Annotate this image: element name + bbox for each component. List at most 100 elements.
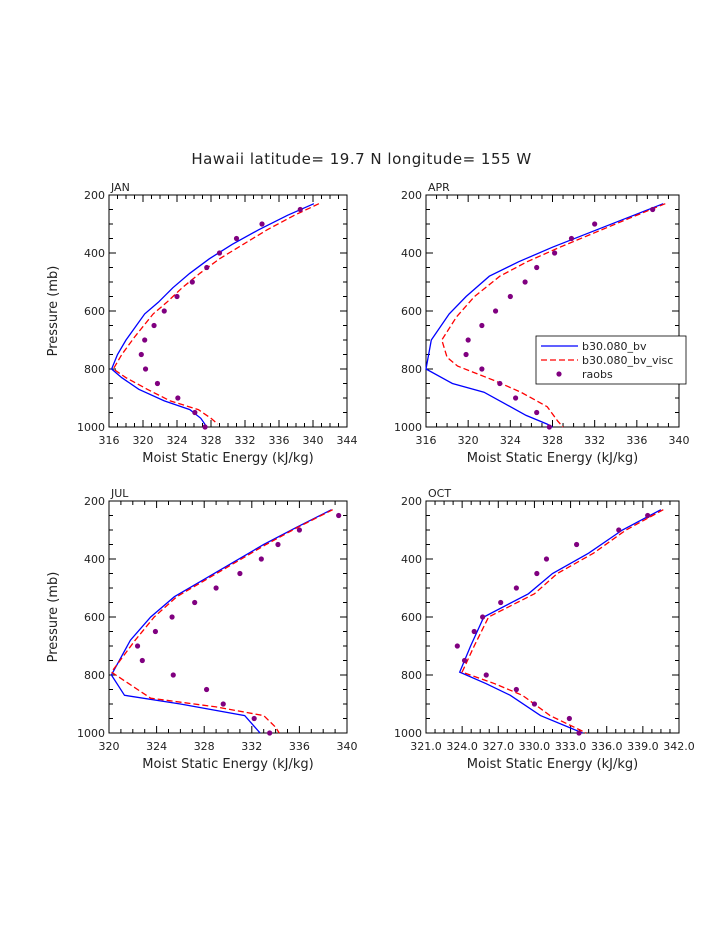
x-tick-label: 340 — [303, 434, 324, 447]
raobs-point — [507, 293, 513, 300]
raobs-point — [152, 628, 159, 635]
x-tick-label: 340 — [337, 740, 358, 753]
raobs-point — [237, 570, 243, 577]
panel-label: JUL — [110, 487, 129, 500]
panel-jan: 316 320 324 328 332 336 340 344 200 400 600 800 1000… — [46, 181, 358, 466]
y-tick-label: 600 — [401, 305, 422, 318]
y-tick-label: 600 — [84, 611, 105, 624]
raobs-point — [616, 527, 622, 533]
y-tick-label: 1000 — [77, 421, 105, 434]
x-tick-label: 336 — [289, 740, 310, 753]
x-tick-label: 320 — [133, 434, 154, 447]
y-tick-label: 200 — [401, 495, 422, 508]
raobs-point — [534, 570, 540, 577]
x-tick-label: 344 — [337, 434, 358, 447]
y-tick-label: 800 — [84, 669, 105, 682]
y-tick-label: 1000 — [394, 727, 422, 740]
x-tick-label: 324 — [146, 740, 167, 753]
plot-frame — [425, 194, 680, 428]
raobs-point — [275, 541, 281, 548]
raobs-point — [592, 221, 598, 227]
y-axis-label: Pressure (mb) — [46, 266, 61, 357]
series-line-b30-080-bv-visc — [441, 203, 666, 428]
raobs-point — [204, 264, 210, 271]
y-tick-label: 600 — [84, 305, 105, 318]
x-tick-label: 327.0 — [483, 740, 515, 753]
x-tick-label: 336 — [626, 434, 647, 447]
raobs-point — [213, 585, 219, 591]
raobs-point — [573, 541, 580, 548]
y-tick-label: 800 — [401, 669, 422, 682]
x-tick-label: 316 — [99, 434, 120, 447]
raobs-point — [251, 715, 257, 722]
x-tick-label: 340 — [669, 434, 690, 447]
x-tick-label: 328 — [201, 434, 222, 447]
raobs-point — [454, 643, 460, 649]
raobs-point — [258, 556, 264, 562]
series-line-b30-080-bv-visc — [112, 203, 320, 425]
x-tick-label: 336.0 — [591, 740, 623, 753]
raobs-point — [134, 643, 141, 649]
x-tick-label: 339.0 — [627, 740, 659, 753]
raobs-point — [142, 337, 148, 343]
raobs-point — [189, 279, 195, 285]
x-axis-label: Moist Static Energy (kJ/kg) — [142, 451, 313, 466]
panel-oct: 321.0 324.0 327.0 330.0 333.0 336.0 339.0 342.0… — [394, 487, 695, 772]
series-line-b30-080-bv — [425, 203, 664, 428]
raobs-point — [492, 308, 499, 314]
raobs-point — [174, 293, 180, 300]
panel-apr: 316 320 324 328 332 336 340 200 400 600 800 1000 APR… — [394, 181, 690, 466]
y-tick-label: 1000 — [77, 727, 105, 740]
x-tick-label: 333.0 — [555, 740, 587, 753]
x-tick-label: 316 — [416, 434, 437, 447]
raobs-point — [202, 424, 208, 430]
raobs-point — [513, 686, 519, 693]
raobs-point — [552, 250, 558, 256]
x-tick-label: 321.0 — [410, 740, 442, 753]
raobs-point — [139, 657, 145, 664]
raobs-point — [576, 730, 582, 736]
y-tick-label: 1000 — [394, 421, 422, 434]
x-tick-label: 332 — [584, 434, 605, 447]
raobs-point — [497, 380, 503, 387]
raobs-point — [645, 512, 651, 519]
raobs-point — [220, 701, 226, 707]
raobs-point — [175, 395, 181, 401]
raobs-point — [568, 235, 575, 242]
x-tick-label: 332 — [241, 740, 262, 753]
raobs-point — [479, 322, 485, 329]
legend-label: b30.080_bv_visc — [582, 354, 673, 367]
raobs-point — [522, 279, 528, 285]
raobs-point — [161, 308, 167, 314]
y-tick-label: 400 — [401, 553, 422, 566]
y-axis-label: Pressure (mb) — [46, 572, 61, 663]
series-line-b30-080-bv — [110, 509, 332, 734]
x-tick-label: 320 — [458, 434, 479, 447]
x-tick-label: 328 — [542, 434, 563, 447]
series-line-b30-080-bv-visc — [110, 509, 333, 734]
raobs-point — [142, 366, 149, 372]
raobs-point — [259, 221, 265, 227]
figure-title: Hawaii latitude= 19.7 N longitude= 155 W — [191, 150, 532, 168]
panel-jul: 320 324 328 332 336 340 200 400 600 800 1000 JUL Moi… — [46, 487, 358, 772]
raobs-point — [216, 250, 223, 256]
raobs-point — [296, 527, 302, 533]
series-line-b30-080-bv-visc — [461, 509, 664, 734]
raobs-point — [463, 351, 469, 358]
raobs-point — [192, 409, 198, 416]
raobs-point — [483, 672, 489, 678]
panel-label: APR — [428, 181, 450, 194]
panel-label: OCT — [428, 487, 451, 500]
raobs-point — [513, 585, 519, 591]
raobs-point — [534, 264, 540, 271]
x-tick-label: 324.0 — [446, 740, 478, 753]
panel-label: JAN — [110, 181, 130, 194]
raobs-point — [531, 701, 538, 707]
raobs-point — [543, 556, 550, 562]
raobs-point — [498, 599, 504, 606]
x-tick-label: 336 — [269, 434, 290, 447]
series-line-b30-080-bv — [110, 203, 315, 428]
raobs-point — [465, 337, 471, 343]
raobs-point — [479, 366, 485, 372]
